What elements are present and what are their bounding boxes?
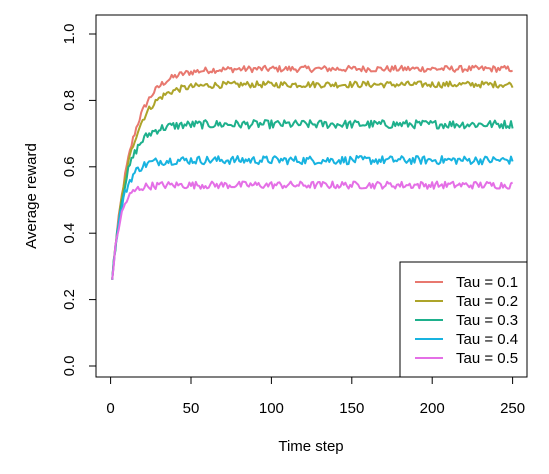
y-tick-label: 0.0 bbox=[61, 356, 78, 377]
y-tick-label: 0.2 bbox=[61, 289, 78, 310]
series-line-4 bbox=[111, 154, 514, 280]
y-tick-label: 0.4 bbox=[61, 223, 78, 244]
y-tick-label: 0.6 bbox=[61, 156, 78, 177]
x-tick-label: 150 bbox=[339, 400, 364, 417]
y-tick-label: 1.0 bbox=[61, 24, 78, 45]
series-line-5 bbox=[111, 180, 514, 280]
x-axis-label: Time step bbox=[278, 438, 343, 455]
x-axis-ticks: 0 50 100 150 200 250 bbox=[106, 377, 525, 417]
legend-label: Tau = 0.5 bbox=[456, 350, 518, 367]
x-tick-label: 0 bbox=[106, 400, 114, 417]
y-tick-label: 0.8 bbox=[61, 90, 78, 111]
x-tick-label: 100 bbox=[259, 400, 284, 417]
series-lines bbox=[111, 64, 514, 280]
legend-label: Tau = 0.1 bbox=[456, 274, 518, 291]
series-line-1 bbox=[111, 64, 513, 280]
x-tick-label: 50 bbox=[183, 400, 200, 417]
x-tick-label: 250 bbox=[500, 400, 525, 417]
y-axis-ticks: 0.0 0.2 0.4 0.6 0.8 1.0 bbox=[61, 24, 96, 377]
legend-label: Tau = 0.3 bbox=[456, 312, 518, 329]
x-tick-label: 200 bbox=[420, 400, 445, 417]
y-axis-label: Average reward bbox=[23, 143, 40, 249]
series-line-2 bbox=[111, 80, 514, 280]
legend: Tau = 0.1 Tau = 0.2 Tau = 0.3 Tau = 0.4 Tau … bbox=[399, 261, 528, 378]
series-line-3 bbox=[111, 119, 514, 280]
legend-label: Tau = 0.4 bbox=[456, 331, 518, 348]
legend-label: Tau = 0.2 bbox=[456, 293, 518, 310]
